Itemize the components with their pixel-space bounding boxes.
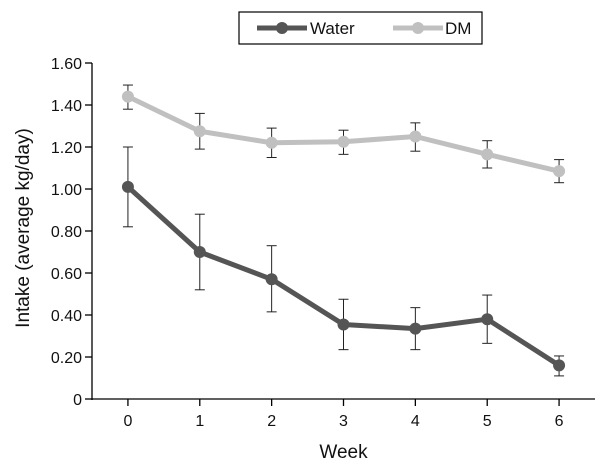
x-tick-label: 2 bbox=[267, 413, 276, 430]
y-tick-label: 1.20 bbox=[51, 140, 82, 157]
data-point-dm bbox=[265, 136, 278, 149]
data-point-water bbox=[193, 246, 206, 258]
y-tick-label: 1.40 bbox=[51, 98, 82, 115]
data-point-dm bbox=[337, 135, 350, 148]
data-point-dm bbox=[409, 130, 422, 143]
y-tick-label: 1.00 bbox=[51, 182, 82, 199]
y-tick-label: 0.20 bbox=[51, 350, 82, 367]
axes: 0 0.20 0.40 0.60 0.80 1.00 1.20 1.40 1.60 0 1 2 3 4 5 6 bbox=[51, 56, 595, 430]
y-tick-label: 0.80 bbox=[51, 224, 82, 241]
data-point-water bbox=[121, 180, 134, 193]
y-tick-label: 1.60 bbox=[51, 56, 82, 73]
legend: Water DM bbox=[238, 11, 483, 45]
y-axis-title: Intake (average kg/day) bbox=[13, 128, 34, 328]
series-water bbox=[121, 146, 566, 377]
data-point-dm bbox=[193, 125, 206, 138]
data-point-water bbox=[337, 318, 350, 331]
y-tick-label: 0 bbox=[73, 392, 82, 409]
data-point-water bbox=[409, 322, 422, 335]
y-tick-label: 0.60 bbox=[51, 266, 82, 283]
x-tick-label: 1 bbox=[195, 413, 204, 430]
x-tick-label: 0 bbox=[123, 413, 132, 430]
legend-label-dm: DM bbox=[445, 19, 471, 38]
data-point-dm bbox=[553, 165, 566, 178]
legend-marker-water bbox=[276, 22, 288, 34]
plot-area bbox=[121, 84, 566, 377]
x-axis-title: Week bbox=[319, 442, 368, 463]
legend-marker-dm bbox=[412, 22, 424, 34]
x-tick-label: 5 bbox=[483, 413, 492, 430]
y-tick-label: 0.40 bbox=[51, 308, 82, 325]
legend-label-water: Water bbox=[310, 19, 355, 38]
data-point-water bbox=[265, 273, 278, 286]
data-point-dm bbox=[121, 90, 134, 103]
x-tick-label: 6 bbox=[555, 413, 564, 430]
x-tick-label: 4 bbox=[411, 413, 420, 430]
series-dm bbox=[121, 84, 566, 184]
x-tick-label: 3 bbox=[339, 413, 348, 430]
data-point-water bbox=[481, 313, 494, 326]
data-point-water bbox=[553, 359, 566, 372]
data-point-dm bbox=[481, 148, 494, 161]
